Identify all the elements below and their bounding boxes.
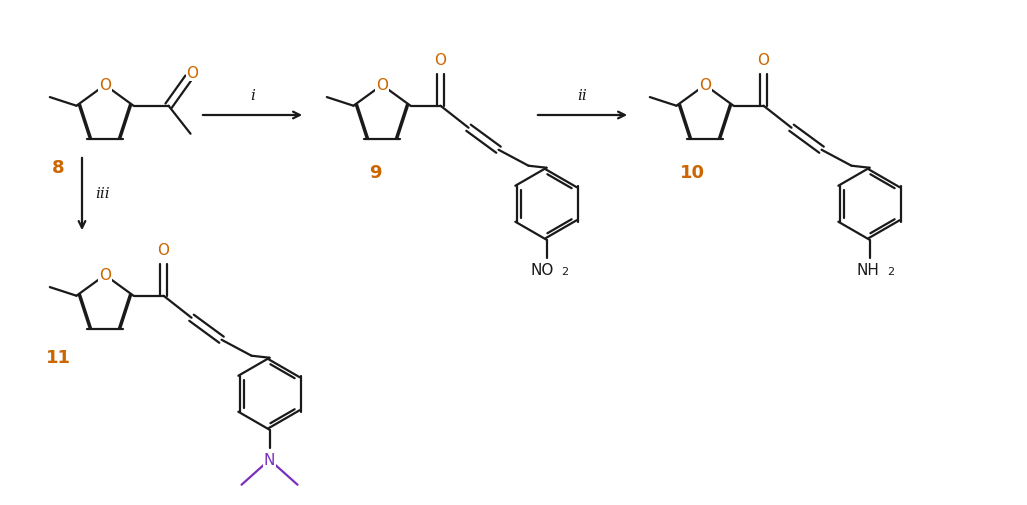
Text: O: O <box>376 78 388 93</box>
Text: 9: 9 <box>369 164 381 182</box>
Text: 11: 11 <box>45 348 71 366</box>
Text: O: O <box>99 78 111 93</box>
Text: 2: 2 <box>562 267 569 277</box>
Text: 8: 8 <box>51 159 65 177</box>
Text: O: O <box>699 78 711 93</box>
Text: i: i <box>250 89 255 103</box>
Text: 10: 10 <box>680 164 705 182</box>
Text: O: O <box>99 268 111 283</box>
Text: iii: iii <box>96 187 110 200</box>
Text: O: O <box>758 53 769 68</box>
Text: N: N <box>264 452 275 467</box>
Text: NO: NO <box>531 262 555 277</box>
Text: ii: ii <box>577 89 587 103</box>
Text: NH: NH <box>857 262 879 277</box>
Text: 2: 2 <box>887 267 895 277</box>
Text: O: O <box>187 66 198 81</box>
Text: O: O <box>434 53 447 68</box>
Text: O: O <box>157 243 169 258</box>
